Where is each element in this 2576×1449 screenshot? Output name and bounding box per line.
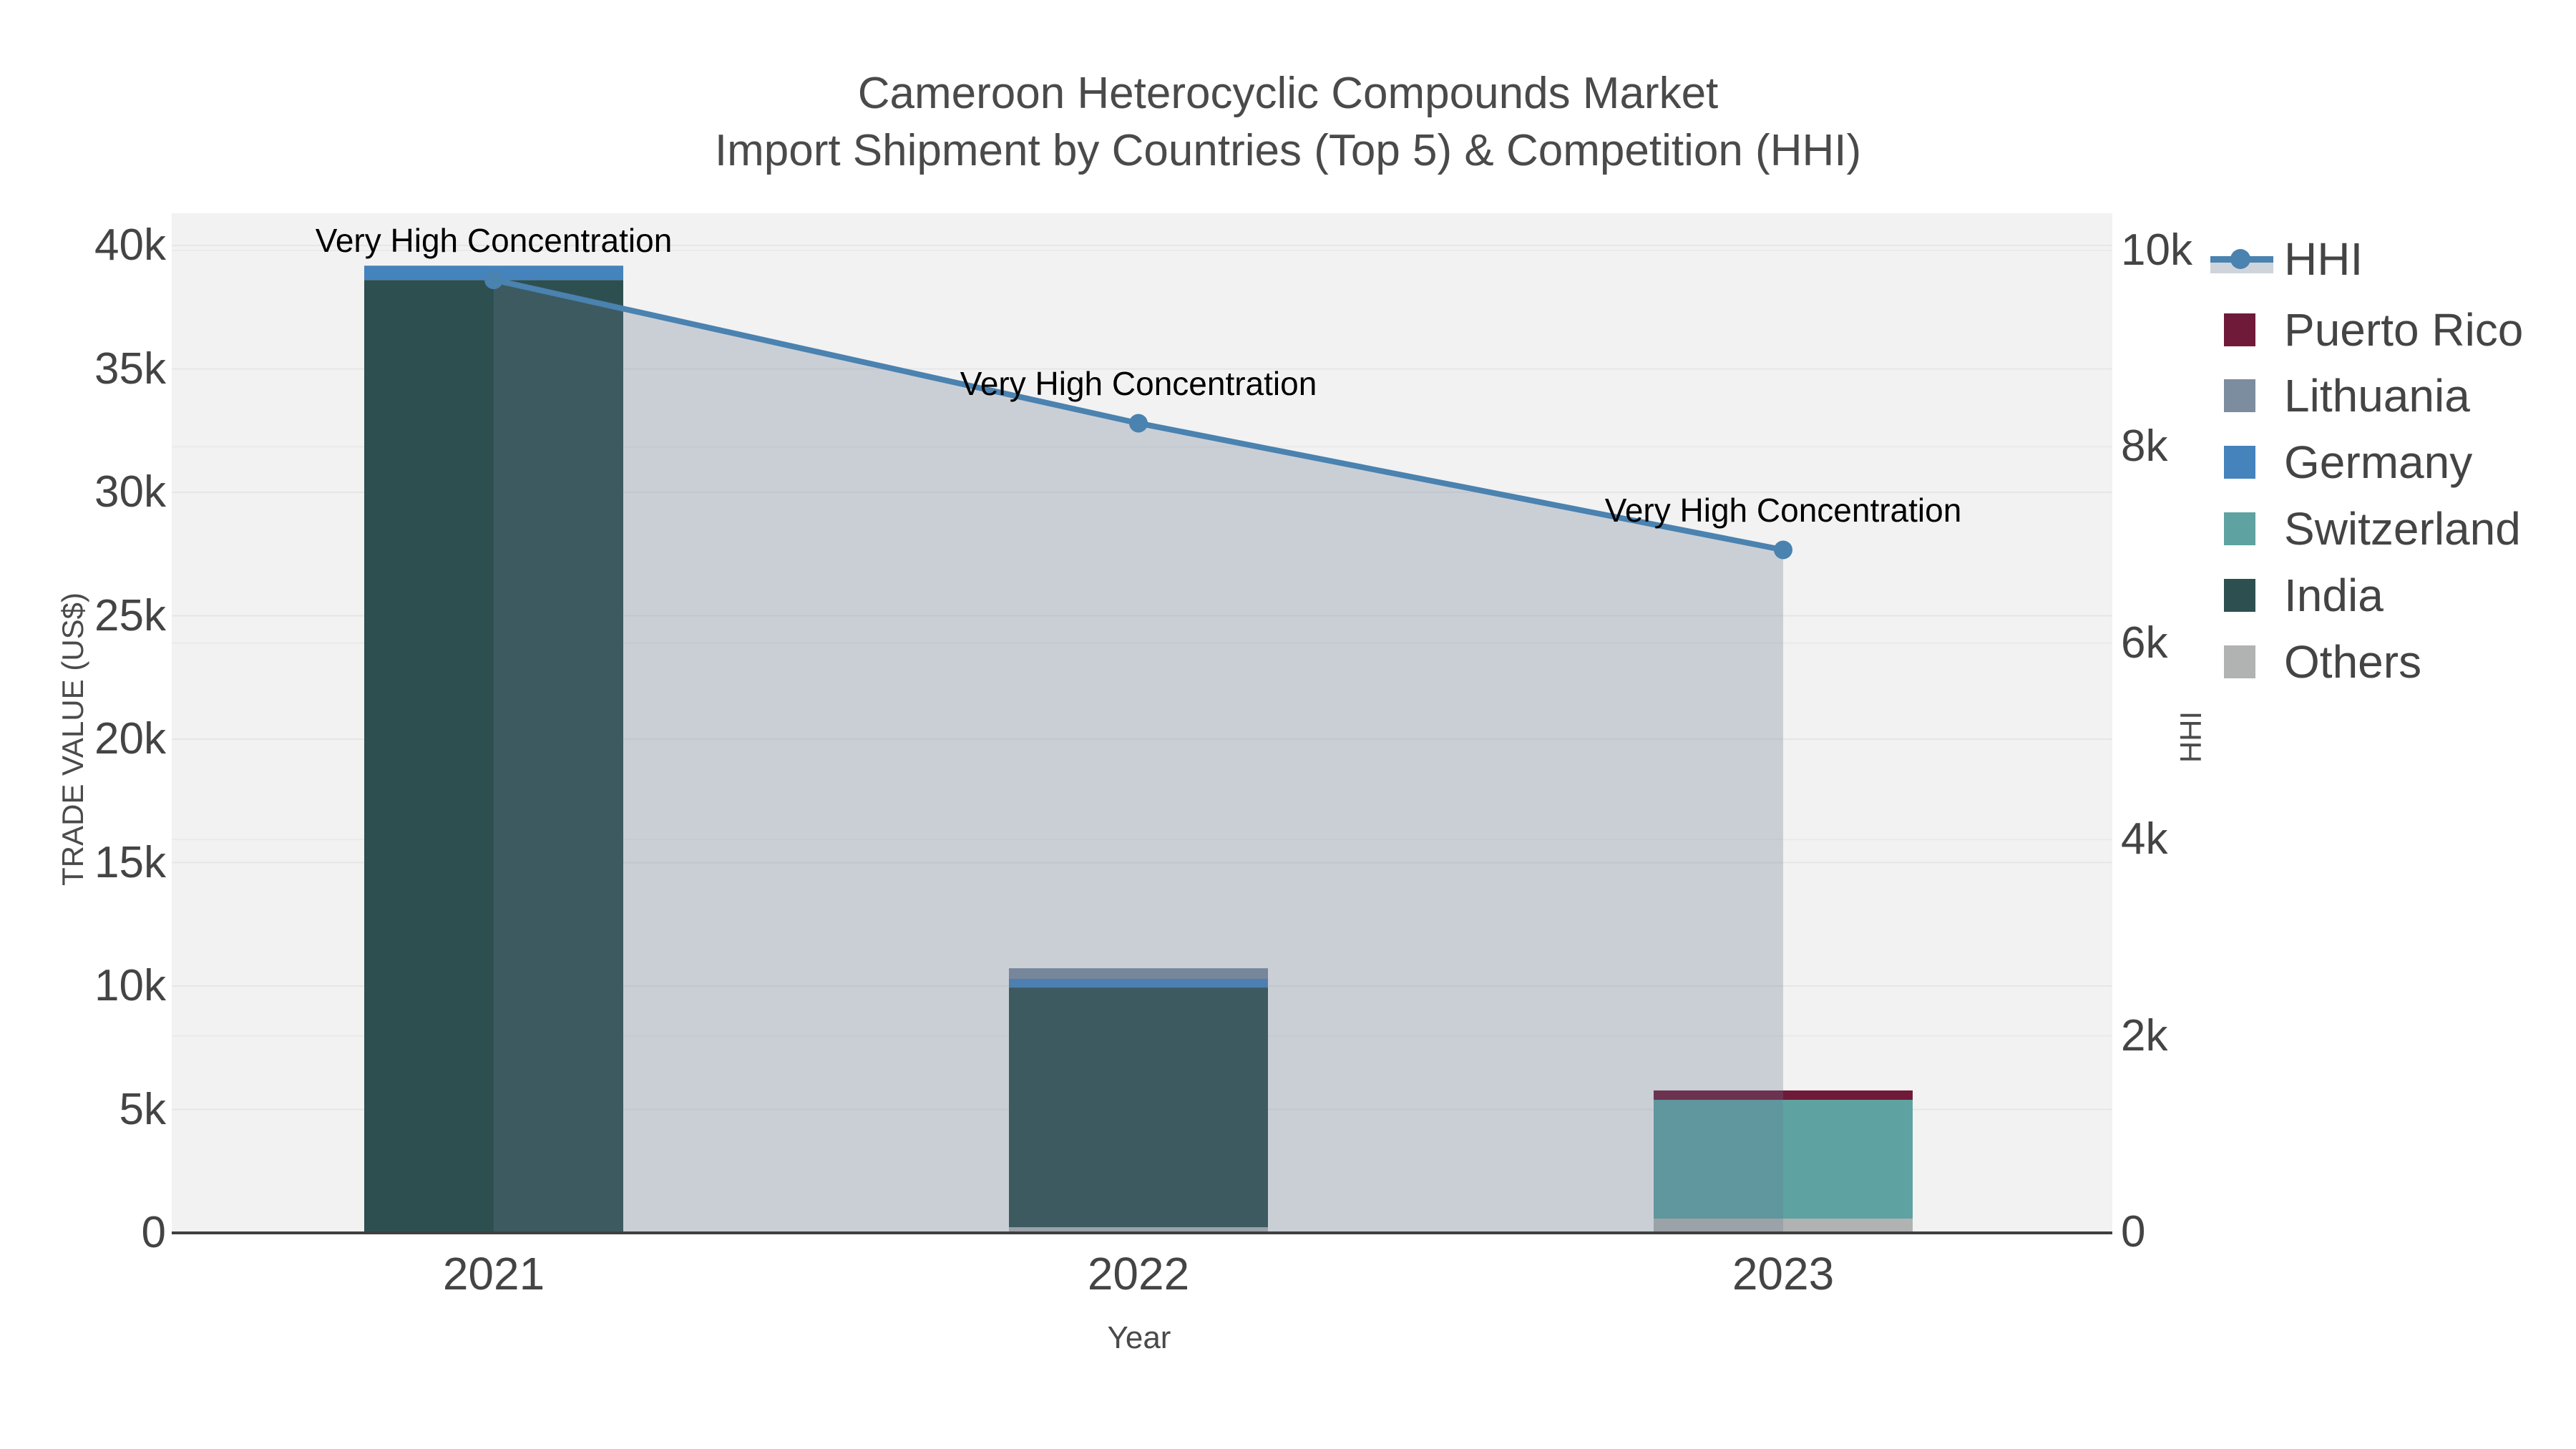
y-right-tick-6k: 6k <box>2121 618 2168 668</box>
y-right-tick-10k: 10k <box>2121 225 2192 275</box>
hhi-marker-2021[interactable] <box>484 270 503 290</box>
x-tick-2023: 2023 <box>1732 1248 1835 1299</box>
x-tick-2021: 2021 <box>442 1248 545 1299</box>
legend-swatch-india <box>2224 579 2255 612</box>
y-right-tick-2k: 2k <box>2121 1010 2168 1060</box>
legend-swatch-puerto-rico <box>2224 313 2255 346</box>
y-right-tick-0: 0 <box>2121 1207 2146 1257</box>
y-left-tick-25k: 25k <box>94 590 166 640</box>
legend-swatch-switzerland <box>2224 512 2255 545</box>
legend-label-india: India <box>2284 570 2384 621</box>
y-right-tick-8k: 8k <box>2121 421 2168 472</box>
legend-swatch-germany <box>2224 446 2255 479</box>
x-tick-2022: 2022 <box>1087 1248 1190 1299</box>
hhi-legend-glyph-icon <box>2210 249 2273 273</box>
annotation-2023: Very High Concentration <box>1604 492 1962 530</box>
bar-segment-puerto-rico-2023[interactable] <box>1654 1090 1913 1101</box>
y-right-axis-title: HHI <box>2174 711 2207 763</box>
legend-label-lithuania: Lithuania <box>2284 370 2470 421</box>
legend-swatch-others <box>2224 645 2255 678</box>
bar-segment-india-2022[interactable] <box>1009 987 1268 1228</box>
y-right-tick-4k: 4k <box>2121 814 2168 864</box>
legend-label-switzerland: Switzerland <box>2284 503 2521 555</box>
legend-item-others[interactable]: Others <box>2207 639 2572 685</box>
legend-label-others: Others <box>2284 636 2422 688</box>
y-left-tick-30k: 30k <box>94 467 166 517</box>
legend-item-india[interactable]: India <box>2207 572 2572 618</box>
bar-segment-others-2022[interactable] <box>1009 1227 1268 1233</box>
legend-item-puerto-rico[interactable]: Puerto Rico <box>2207 307 2572 353</box>
x-axis-title: Year <box>1107 1320 1171 1355</box>
legend-item-germany[interactable]: Germany <box>2207 439 2572 485</box>
y-left-tick-0: 0 <box>141 1208 166 1257</box>
hhi-area-fill <box>494 280 1783 1233</box>
bar-segment-germany-2022[interactable] <box>1009 978 1268 988</box>
legend-label-germany: Germany <box>2284 436 2473 488</box>
y-left-tick-10k: 10k <box>94 961 166 1010</box>
legend-item-switzerland[interactable]: Switzerland <box>2207 506 2572 552</box>
y-left-axis-title: TRADE VALUE (US$) <box>56 592 89 886</box>
hhi-marker-2022[interactable] <box>1129 414 1148 433</box>
legend-item-lithuania[interactable]: Lithuania <box>2207 373 2572 419</box>
chart-title-line1: Cameroon Heterocyclic Compounds Market <box>857 69 1719 118</box>
y-left-tick-15k: 15k <box>94 837 166 887</box>
annotation-2021: Very High Concentration <box>315 222 673 260</box>
legend-label-puerto-rico: Puerto Rico <box>2284 304 2524 356</box>
legend-item-hhi[interactable]: HHI <box>2207 236 2572 282</box>
bar-segment-lithuania-2022[interactable] <box>1009 968 1268 979</box>
legend-label-hhi: HHI <box>2284 233 2363 285</box>
y-left-tick-35k: 35k <box>94 343 166 394</box>
hhi-marker-2023[interactable] <box>1774 540 1792 560</box>
bar-segment-india-2021[interactable] <box>364 280 623 1233</box>
bar-segment-switzerland-2023[interactable] <box>1654 1100 1913 1219</box>
y-left-tick-5k: 5k <box>119 1084 166 1134</box>
y-left-tick-40k: 40k <box>94 220 166 270</box>
bar-segment-others-2023[interactable] <box>1654 1218 1913 1233</box>
chart-title-line2: Import Shipment by Countries (Top 5) & C… <box>714 126 1862 175</box>
annotation-2022: Very High Concentration <box>960 365 1317 403</box>
legend-swatch-lithuania <box>2224 379 2255 412</box>
y-left-tick-20k: 20k <box>94 714 166 763</box>
